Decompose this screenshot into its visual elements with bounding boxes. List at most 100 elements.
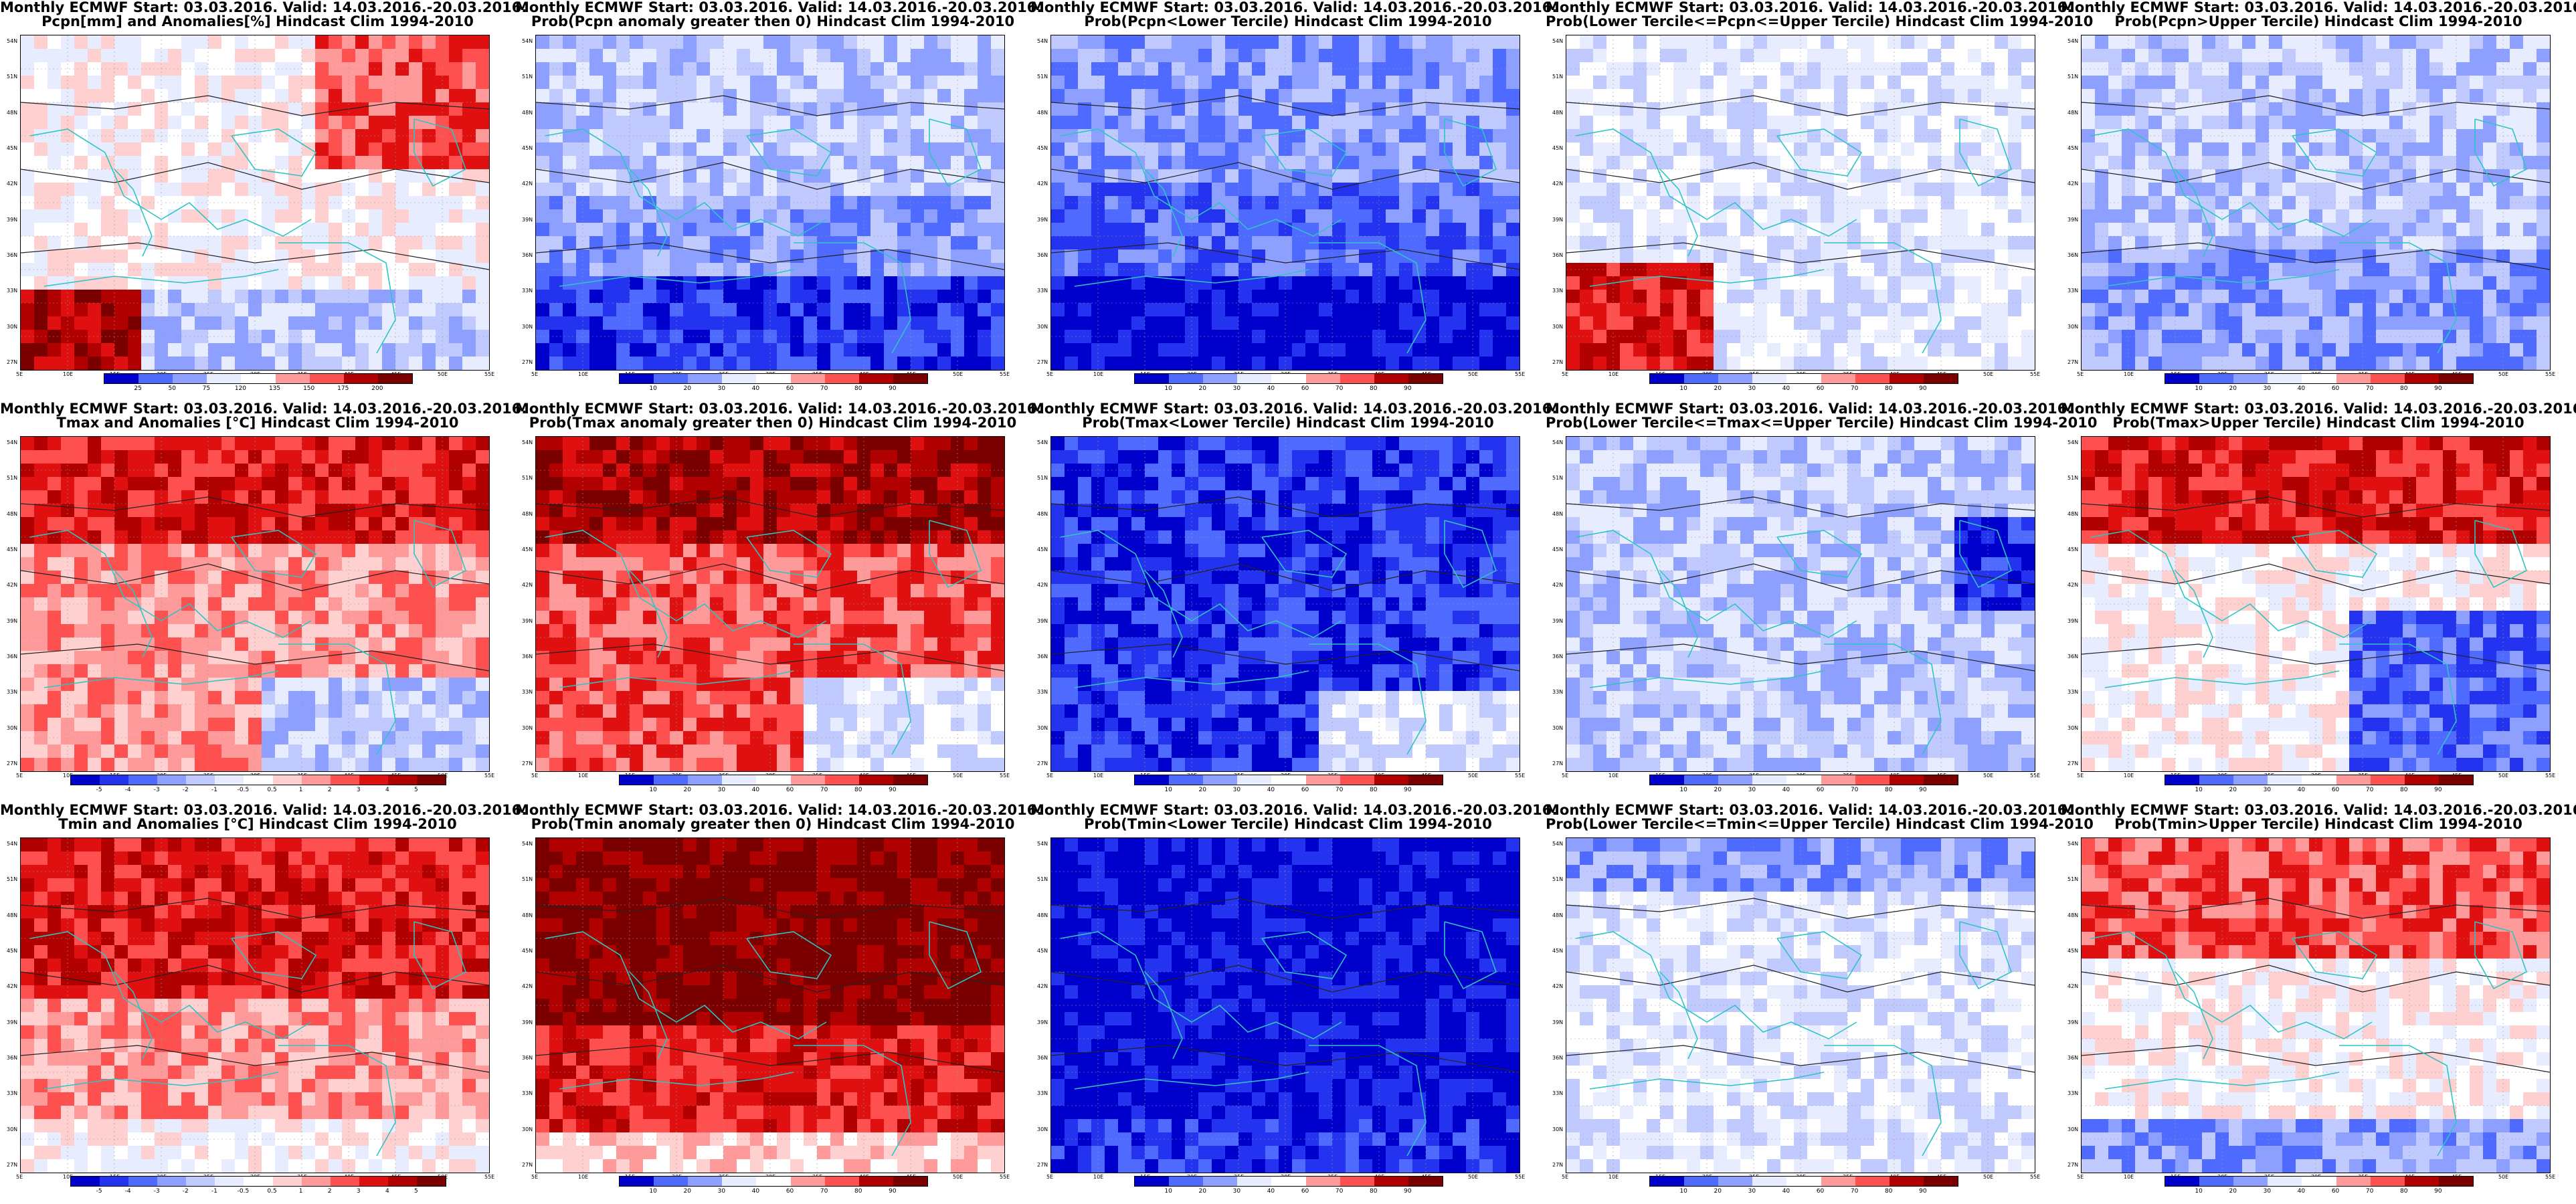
field-cell <box>2162 209 2176 223</box>
field-cell <box>1673 169 1687 183</box>
field-cell <box>1319 263 1333 277</box>
field-cell <box>1687 276 1701 290</box>
field-cell <box>2363 35 2377 49</box>
panel-pcpn-prob-lower: Monthly ECMWF Start: 03.03.2016. Valid: … <box>1030 0 1557 401</box>
field-cell <box>2309 89 2323 103</box>
lon-tick-label: 5E <box>1046 371 1054 377</box>
field-cell <box>1794 236 1808 250</box>
field-cell <box>88 116 102 130</box>
field-cell <box>34 303 48 317</box>
field-cell <box>2523 330 2537 344</box>
field-cell <box>1332 276 1346 290</box>
field-cell <box>181 343 195 357</box>
field-cell <box>61 330 75 344</box>
field-cell <box>1714 129 1728 143</box>
field-cell <box>462 303 476 317</box>
field-cell <box>1479 156 1493 170</box>
field-cell <box>2175 116 2189 130</box>
field-cell <box>1466 196 1480 210</box>
field-cell <box>476 142 489 157</box>
field-cell <box>2336 116 2350 130</box>
field-cell <box>422 156 436 170</box>
field-cell <box>589 49 604 63</box>
field-cell <box>1319 49 1333 63</box>
field-cell <box>697 142 711 157</box>
field-cell <box>195 517 209 531</box>
field-cell <box>656 330 670 344</box>
field-cell <box>643 116 657 130</box>
field-cell <box>2429 343 2444 357</box>
field-cell <box>670 330 684 344</box>
field-cell <box>1874 76 1888 90</box>
field-cell <box>101 142 115 157</box>
field-cell <box>937 129 951 143</box>
field-cell <box>1131 129 1145 143</box>
field-cell <box>1821 116 1835 130</box>
field-cell <box>1807 183 1821 197</box>
field-cell <box>1506 142 1520 157</box>
field-cell <box>235 76 249 90</box>
field-cell <box>1506 249 1520 264</box>
field-cell <box>315 62 329 76</box>
field-cell <box>723 276 737 290</box>
field-cell <box>329 303 343 317</box>
field-cell <box>1185 169 1199 183</box>
field-cell <box>2496 236 2510 250</box>
field-cell <box>710 343 724 357</box>
field-cell <box>1145 89 1159 103</box>
field-cell <box>1981 343 1995 357</box>
field-cell <box>48 343 62 357</box>
field-cell <box>2108 236 2122 250</box>
field-cell <box>2483 196 2497 210</box>
field-cell <box>924 62 938 76</box>
field-cell <box>1506 156 1520 170</box>
field-cell <box>2148 357 2163 370</box>
field-cell <box>208 357 222 370</box>
field-cell <box>737 330 751 344</box>
field-cell <box>2229 196 2243 210</box>
field-cell <box>924 357 938 370</box>
field-cell <box>409 464 423 478</box>
field-cell <box>790 249 804 264</box>
field-cell <box>141 263 155 277</box>
lat-tick-label: 45N <box>7 145 18 151</box>
field-cell <box>2456 357 2470 370</box>
field-cell <box>1861 316 1875 330</box>
field-cell <box>2389 276 2403 290</box>
field-cell <box>1238 102 1253 116</box>
field-cell <box>369 464 383 478</box>
field-cell <box>128 129 142 143</box>
field-cell <box>1995 249 2009 264</box>
field-cell <box>683 49 697 63</box>
field-cell <box>2322 343 2336 357</box>
field-cell <box>2429 62 2444 76</box>
field-cell <box>168 290 182 304</box>
coastline <box>231 128 317 177</box>
field-cell <box>1238 169 1253 183</box>
field-cell <box>563 303 577 317</box>
field-cell <box>1968 89 1982 103</box>
field-cell <box>1198 236 1212 250</box>
field-cell <box>911 35 925 49</box>
coastline <box>278 242 396 354</box>
field-cell <box>88 169 102 183</box>
field-cell <box>2483 290 2497 304</box>
field-cell <box>2336 102 2350 116</box>
field-cell <box>884 196 898 210</box>
field-cell <box>2256 49 2270 63</box>
field-cell <box>1065 276 1079 290</box>
lat-tick-label: 54N <box>1037 38 1048 44</box>
field-cell <box>329 464 343 478</box>
field-cell <box>2095 316 2109 330</box>
field-cell <box>2215 303 2229 317</box>
field-cell <box>589 236 604 250</box>
field-cell <box>2082 76 2096 90</box>
field-cell <box>1995 276 2009 290</box>
field-cell <box>1714 276 1728 290</box>
field-cell <box>1580 116 1594 130</box>
field-cell <box>1212 129 1226 143</box>
lon-tick-label: 50E <box>953 371 963 377</box>
field-cell <box>409 236 423 250</box>
field-cell <box>1493 343 1507 357</box>
field-cell <box>2296 116 2310 130</box>
